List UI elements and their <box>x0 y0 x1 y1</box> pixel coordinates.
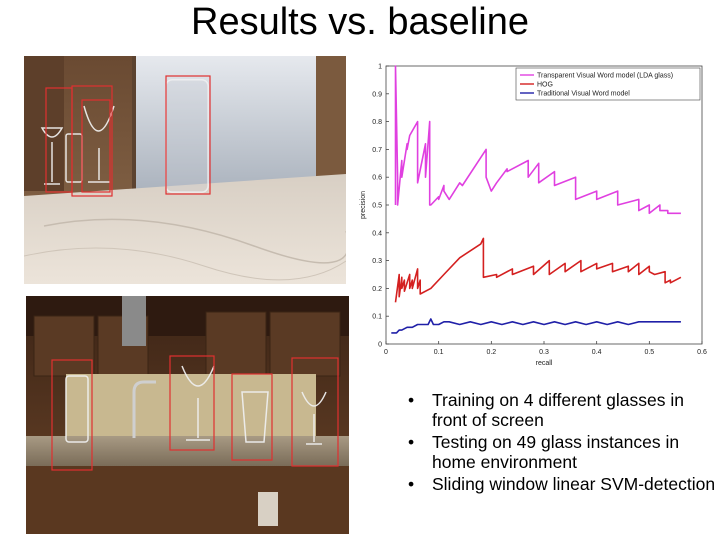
legend-label: Traditional Visual Word model <box>537 91 630 98</box>
y-tick-label: 0.5 <box>372 203 382 210</box>
home-glasses-photo <box>26 296 349 534</box>
slide-title: Results vs. baseline <box>191 1 529 43</box>
y-tick-label: 0.6 <box>372 175 382 182</box>
counter-glasses-photo <box>24 56 346 284</box>
bullet-testing: Testing on 49 glass instances in home en… <box>406 432 716 472</box>
series-lda-line <box>394 65 681 215</box>
x-tick-label: 0.5 <box>644 349 654 356</box>
x-tick-label: 0.6 <box>697 349 707 356</box>
x-tick-label: 0.1 <box>434 349 444 356</box>
bullet-list: Training on 4 different glasses in front… <box>406 390 716 496</box>
y-tick-label: 0.3 <box>372 258 382 265</box>
x-tick-label: 0.4 <box>592 349 602 356</box>
legend-label: HOG <box>537 82 553 89</box>
chart-canvas: 0 0.1 0.2 0.3 0.4 0.5 0.6 0 0.1 0.2 0.3 0.4 0.5 0.6 0.… <box>356 56 712 372</box>
y-tick-label: 0.8 <box>372 119 382 126</box>
bullet-training: Training on 4 different glasses in front… <box>406 390 716 430</box>
x-tick-label: 0 <box>384 349 388 356</box>
y-tick-label: 1 <box>378 64 382 71</box>
legend-box <box>515 67 701 101</box>
x-tick-label: 0.3 <box>539 349 549 356</box>
y-tick-label: 0.2 <box>372 286 382 293</box>
y-tick-label: 0.9 <box>372 91 382 98</box>
series-hog-line <box>394 237 682 303</box>
y-tick-label: 0 <box>378 342 382 349</box>
bullet-sliding-window: Sliding window linear SVM-detection <box>406 474 716 494</box>
y-tick-label: 0.7 <box>372 147 382 154</box>
series-traditional-line <box>391 318 681 334</box>
x-axis-label: recall <box>536 360 553 367</box>
x-tick-label: 0.2 <box>486 349 496 356</box>
y-axis-label: precision <box>360 191 367 219</box>
y-tick-label: 0.4 <box>372 230 382 237</box>
y-tick-label: 0.1 <box>372 314 382 321</box>
legend-label: Transparent Visual Word model (LDA glass… <box>537 73 673 80</box>
precision-recall-chart: 0 0.1 0.2 0.3 0.4 0.5 0.6 0 0.1 0.2 0.3 0.4 0.5 0.6 0.… <box>356 56 712 372</box>
